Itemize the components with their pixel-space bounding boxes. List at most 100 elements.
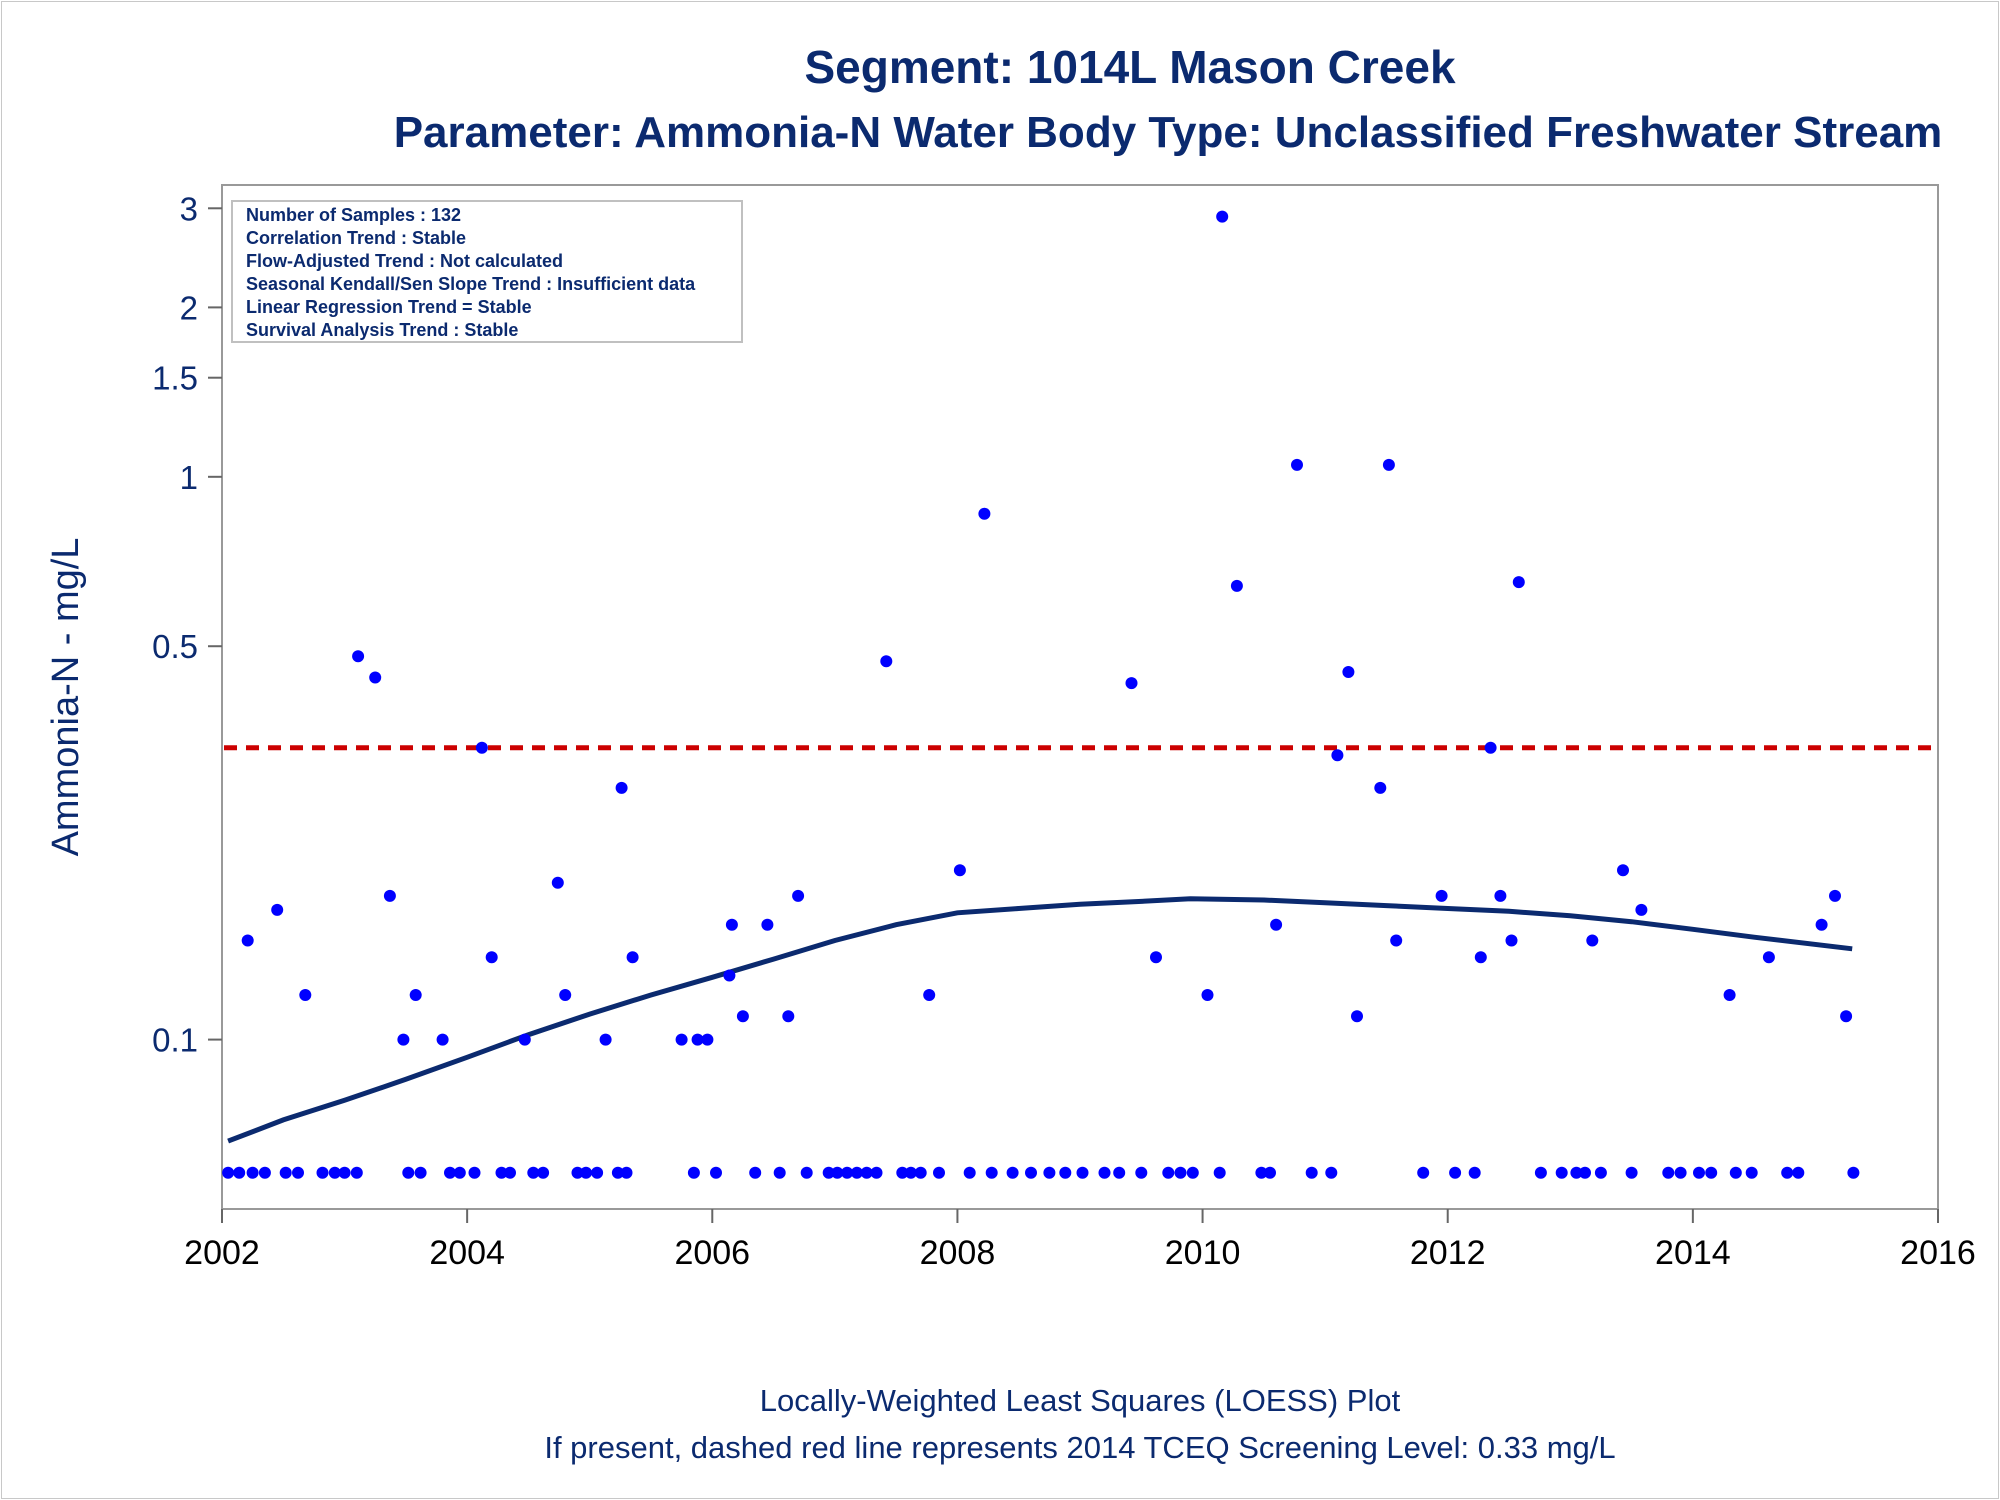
censored-sample-point: [292, 1166, 304, 1179]
censored-sample-point: [822, 1166, 835, 1179]
sample-point: [626, 951, 639, 964]
sample-point: [1484, 741, 1497, 754]
chart-subtitle: Parameter: Ammonia-N Water Body Type: Un…: [394, 108, 1943, 157]
censored-sample-point: [1674, 1166, 1687, 1179]
sample-point: [1435, 889, 1448, 902]
censored-sample-point: [896, 1166, 909, 1179]
censored-sample-point: [1745, 1166, 1758, 1179]
info-line-flow-adjusted: Flow-Adjusted Trend : Not calculated: [246, 251, 563, 271]
censored-sample-point: [1264, 1166, 1276, 1179]
sample-point: [383, 889, 396, 902]
sample-point: [1201, 989, 1214, 1001]
chart-title: Segment: 1014L Mason Creek: [804, 41, 1455, 93]
x-axis: 2002 2004 2006 2008 2010 2012 2014 2016: [184, 1209, 1976, 1272]
censored-sample-point: [1579, 1166, 1591, 1179]
sample-point: [761, 918, 774, 931]
sample-point: [1150, 951, 1162, 964]
sample-point: [436, 1033, 449, 1046]
y-tick-label: 1.5: [152, 360, 198, 397]
censored-sample-point: [402, 1166, 415, 1179]
censored-sample-point: [1662, 1166, 1675, 1179]
censored-sample-point: [1417, 1166, 1430, 1179]
sample-point: [1829, 889, 1841, 902]
censored-sample-point: [1059, 1166, 1072, 1179]
x-tick-label: 2014: [1655, 1234, 1731, 1272]
censored-sample-point: [749, 1166, 762, 1179]
sample-point: [1474, 951, 1487, 964]
y-tick-label: 1: [180, 459, 198, 496]
censored-sample-point: [1534, 1166, 1547, 1179]
censored-sample-point: [800, 1166, 813, 1179]
data-points: [222, 210, 1860, 1179]
censored-sample-point: [1098, 1166, 1111, 1179]
sample-point: [352, 650, 365, 663]
sample-point: [880, 655, 893, 668]
censored-sample-point: [1693, 1166, 1705, 1179]
x-tick-label: 2016: [1900, 1234, 1976, 1272]
sample-point: [241, 934, 254, 947]
censored-sample-point: [1213, 1166, 1226, 1179]
censored-sample-point: [1570, 1166, 1583, 1179]
sample-point: [1351, 1010, 1363, 1023]
censored-sample-point: [1006, 1166, 1019, 1179]
censored-sample-point: [1847, 1166, 1860, 1179]
y-tick-label: 3: [180, 190, 198, 227]
sample-point: [1762, 951, 1775, 964]
censored-sample-point: [985, 1166, 998, 1179]
x-tick-label: 2004: [429, 1234, 505, 1272]
sample-point: [599, 1033, 612, 1046]
sample-point: [1125, 677, 1138, 690]
censored-sample-point: [279, 1166, 292, 1179]
censored-sample-point: [841, 1166, 854, 1179]
censored-sample-point: [444, 1166, 456, 1179]
censored-sample-point: [1043, 1166, 1056, 1179]
censored-sample-point: [620, 1166, 633, 1179]
censored-sample-point: [328, 1166, 341, 1179]
y-axis: 0.1 0.5 1 1.5 2 3: [152, 190, 222, 1059]
y-tick-label: 2: [180, 289, 198, 326]
sample-point: [725, 918, 738, 931]
sample-point: [691, 1033, 704, 1046]
sample-point: [369, 671, 382, 684]
sample-point: [1216, 210, 1229, 223]
censored-sample-point: [1135, 1166, 1148, 1179]
censored-sample-point: [773, 1166, 786, 1179]
censored-sample-point: [1174, 1166, 1187, 1179]
censored-sample-point: [222, 1166, 235, 1179]
sample-point: [1635, 903, 1648, 916]
censored-sample-point: [571, 1166, 584, 1179]
censored-sample-point: [1705, 1166, 1718, 1179]
censored-sample-point: [1594, 1166, 1607, 1179]
footer-line-2: If present, dashed red line represents 2…: [544, 1430, 1615, 1465]
sample-point: [409, 989, 422, 1001]
censored-sample-point: [710, 1166, 722, 1179]
x-tick-label: 2002: [184, 1234, 260, 1272]
sample-point: [475, 741, 488, 754]
info-line-correlation: Correlation Trend : Stable: [246, 228, 466, 248]
censored-sample-point: [1162, 1166, 1175, 1179]
sample-point: [1840, 1010, 1853, 1023]
censored-sample-point: [527, 1166, 540, 1179]
censored-sample-point: [1025, 1166, 1037, 1179]
censored-sample-point: [1325, 1166, 1338, 1179]
x-tick-label: 2006: [674, 1234, 750, 1272]
censored-sample-point: [453, 1166, 466, 1179]
footer-line-1: Locally-Weighted Least Squares (LOESS) P…: [760, 1383, 1401, 1418]
sample-point: [397, 1033, 410, 1046]
sample-point: [1374, 781, 1387, 794]
censored-sample-point: [611, 1166, 624, 1179]
sample-point: [551, 876, 564, 889]
censored-sample-point: [870, 1166, 883, 1179]
sample-point: [299, 989, 312, 1001]
info-line-samples: Number of Samples : 132: [246, 205, 461, 225]
sample-point: [1382, 458, 1395, 471]
plot-area: [221, 184, 1939, 1210]
censored-sample-point: [1305, 1166, 1318, 1179]
sample-point: [736, 1010, 749, 1023]
censored-sample-point: [1255, 1166, 1268, 1179]
censored-sample-point: [504, 1166, 516, 1179]
censored-sample-point: [687, 1166, 700, 1179]
censored-sample-point: [350, 1166, 363, 1179]
sample-point: [923, 989, 936, 1001]
